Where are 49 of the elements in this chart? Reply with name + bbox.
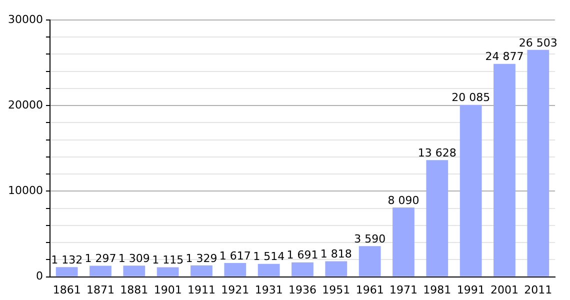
data-label: 1 297 — [84, 252, 116, 266]
bar — [224, 262, 246, 276]
data-label: 1 514 — [253, 250, 285, 264]
bar — [358, 246, 381, 276]
bar — [123, 266, 146, 276]
x-tick-label: 1911 — [187, 283, 216, 296]
x-tick-label: 1871 — [86, 283, 114, 296]
bar — [292, 262, 314, 276]
data-label: 1 115 — [152, 254, 184, 267]
bar — [392, 208, 414, 276]
data-label: 1 132 — [51, 253, 83, 266]
data-label: 1 309 — [118, 252, 150, 265]
data-label: 24 877 — [485, 50, 524, 64]
bar — [258, 264, 280, 276]
y-tick-label: 30000 — [8, 12, 43, 26]
data-label: 8 090 — [388, 194, 420, 207]
bar — [90, 266, 112, 276]
x-tick-label: 1971 — [390, 283, 418, 296]
data-label: 1 818 — [320, 248, 352, 261]
x-tick-label: 1921 — [221, 283, 250, 296]
x-tick-label: 1991 — [456, 283, 485, 296]
bar — [426, 160, 448, 276]
bar — [494, 64, 516, 276]
y-tick-label: 20000 — [8, 98, 43, 112]
x-tick-label: 1961 — [356, 283, 384, 296]
bar — [460, 104, 482, 276]
bar — [190, 265, 212, 276]
data-label: 13 628 — [418, 146, 456, 160]
data-label: 20 085 — [452, 91, 490, 104]
data-label: 1 329 — [186, 252, 218, 265]
y-tick-label: 0 — [36, 270, 43, 283]
y-tick-label: 10000 — [8, 184, 43, 198]
data-label: 1 691 — [286, 248, 318, 262]
data-label: 26 503 — [518, 36, 558, 50]
bar — [56, 267, 78, 276]
x-tick-label: 1981 — [423, 283, 452, 296]
x-tick-label: 1881 — [120, 283, 148, 296]
x-tick-label: 1901 — [154, 283, 182, 296]
x-tick-label: 1951 — [322, 283, 350, 296]
bar — [325, 261, 348, 276]
bar — [527, 50, 550, 276]
x-tick-label: 2001 — [490, 283, 518, 296]
data-label: 1 617 — [219, 249, 251, 262]
x-tick-label: 1936 — [288, 283, 316, 296]
bar — [156, 267, 179, 276]
x-tick-label: 2011 — [524, 283, 552, 296]
x-tick-label: 1931 — [254, 283, 283, 296]
x-tick-label: 1861 — [52, 283, 81, 296]
data-label: 3 590 — [354, 232, 386, 246]
